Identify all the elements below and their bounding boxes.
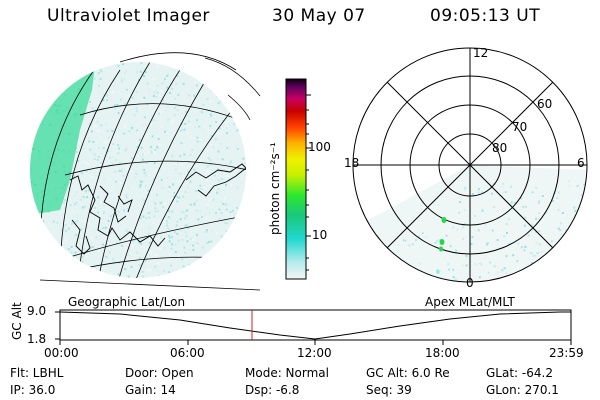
altitude-y-tick-9: 9.0 (27, 304, 47, 318)
filter-info: Flt: LBHL (10, 366, 64, 380)
instrument-title: Ultraviolet Imager (47, 6, 210, 26)
gc-alt-info: GC Alt: 6.0 Re (366, 366, 450, 380)
colorbar-tick-10: 10 (312, 228, 328, 242)
altitude-plot (55, 309, 572, 345)
coastlines (69, 163, 246, 255)
ip-info: IP: 36.0 (10, 383, 56, 397)
mlat-label-60: 60 (537, 97, 553, 111)
time-tick-1200: 12:00 (297, 346, 332, 360)
time-tick-0000: 00:00 (44, 346, 79, 360)
glon-info: GLon: 270.1 (486, 383, 559, 397)
observation-time: 09:05:13 UT (430, 6, 541, 26)
seq-info: Seq: 39 (366, 383, 412, 397)
mlt-label-12: 12 (473, 46, 489, 60)
colorbar-gradient (285, 78, 307, 280)
mlat-label-70: 70 (512, 120, 528, 134)
gain-info: Gain: 14 (125, 383, 176, 397)
mlt-label-0: 0 (466, 276, 474, 290)
mode-info: Mode: Normal (245, 366, 329, 380)
altitude-y-tick-1_8: 1.8 (27, 332, 47, 346)
geographic-panel-label: Geographic Lat/Lon (68, 295, 186, 309)
apex-panel-label: Apex MLat/MLT (425, 295, 515, 309)
colorbar (285, 78, 311, 280)
altitude-axis-title: GC Alt (10, 302, 24, 340)
mlt-label-18: 18 (344, 156, 360, 170)
door-info: Door: Open (125, 366, 194, 380)
outer-grid-arcs (39, 52, 261, 291)
time-tick-2359: 23:59 (549, 346, 584, 360)
geographic-map (30, 52, 261, 291)
dsp-info: Dsp: -6.8 (245, 383, 300, 397)
time-tick-0600: 06:00 (170, 346, 205, 360)
altitude-curve (59, 311, 571, 340)
altitude-frame (59, 309, 572, 341)
mlat-label-80: 80 (492, 141, 508, 155)
colorbar-ticks (306, 94, 311, 271)
colorbar-unit-label: photon cm⁻²s⁻¹ (268, 142, 282, 235)
auroral-points (436, 217, 447, 274)
time-tick-1800: 18:00 (425, 346, 460, 360)
altitude-y-ticks (55, 311, 60, 340)
polar-grid (352, 47, 588, 283)
altitude-x-ticks (59, 340, 572, 345)
colorbar-tick-100: 100 (308, 140, 331, 154)
glat-info: GLat: -64.2 (486, 366, 553, 380)
mlt-label-6: 6 (577, 156, 585, 170)
apex-polar-plot (352, 47, 588, 283)
observation-date: 30 May 07 (272, 6, 366, 26)
